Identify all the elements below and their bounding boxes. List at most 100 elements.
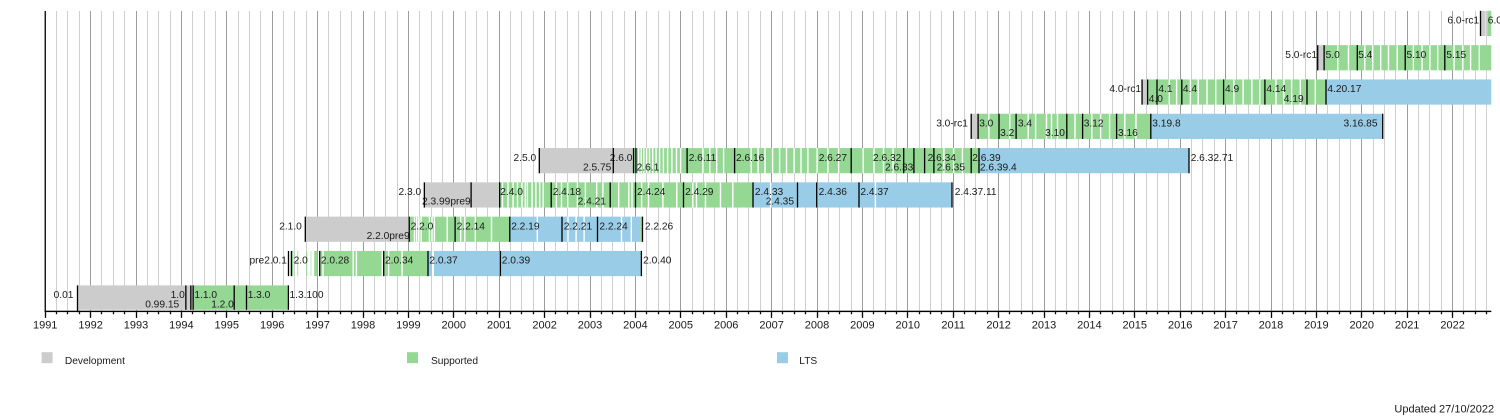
svg-text:6.0-rc1: 6.0-rc1 xyxy=(1447,16,1479,27)
svg-text:2003: 2003 xyxy=(578,319,602,331)
svg-text:6.0: 6.0 xyxy=(1488,16,1500,27)
svg-text:1992: 1992 xyxy=(78,319,102,331)
svg-text:Supported: Supported xyxy=(431,356,478,367)
svg-text:2.4.0: 2.4.0 xyxy=(500,187,523,198)
svg-text:2.6.0: 2.6.0 xyxy=(610,153,633,164)
svg-text:LTS: LTS xyxy=(799,356,817,367)
svg-text:2017: 2017 xyxy=(1213,319,1237,331)
svg-text:2.4.33: 2.4.33 xyxy=(755,187,784,198)
svg-text:1995: 1995 xyxy=(215,319,239,331)
svg-text:2021: 2021 xyxy=(1395,319,1419,331)
svg-text:1999: 1999 xyxy=(396,319,420,331)
svg-text:5.4: 5.4 xyxy=(1358,50,1372,61)
svg-text:1998: 1998 xyxy=(351,319,375,331)
svg-text:2.2.24: 2.2.24 xyxy=(599,221,628,232)
svg-text:2.3.0: 2.3.0 xyxy=(399,187,422,198)
svg-text:3.10: 3.10 xyxy=(1045,128,1065,139)
svg-text:2.4.21: 2.4.21 xyxy=(578,197,607,208)
svg-text:5.10: 5.10 xyxy=(1407,50,1427,61)
svg-text:2018: 2018 xyxy=(1259,319,1283,331)
svg-text:2022: 2022 xyxy=(1440,319,1464,331)
svg-text:1.2.0: 1.2.0 xyxy=(211,300,234,311)
svg-text:2014: 2014 xyxy=(1077,319,1101,331)
svg-text:2.6.39: 2.6.39 xyxy=(972,153,1001,164)
svg-text:5.0-rc1: 5.0-rc1 xyxy=(1285,50,1317,61)
svg-text:2.6.32: 2.6.32 xyxy=(873,153,902,164)
svg-text:2013: 2013 xyxy=(1032,319,1056,331)
svg-text:3.0-rc1: 3.0-rc1 xyxy=(936,118,968,129)
svg-text:3.19.8: 3.19.8 xyxy=(1152,118,1181,129)
svg-text:0.99.15: 0.99.15 xyxy=(145,300,179,311)
svg-text:5.15: 5.15 xyxy=(1446,50,1466,61)
svg-text:1.3.100: 1.3.100 xyxy=(290,290,324,301)
svg-text:2.4.35: 2.4.35 xyxy=(766,197,795,208)
svg-text:3.12: 3.12 xyxy=(1084,118,1104,129)
svg-text:2.2.26: 2.2.26 xyxy=(645,221,674,232)
svg-text:2008: 2008 xyxy=(805,319,829,331)
svg-text:0.01: 0.01 xyxy=(54,290,74,301)
svg-text:2000: 2000 xyxy=(442,319,466,331)
svg-text:2009: 2009 xyxy=(850,319,874,331)
svg-text:2.4.18: 2.4.18 xyxy=(553,187,582,198)
svg-text:2.2.14: 2.2.14 xyxy=(457,221,486,232)
svg-text:2019: 2019 xyxy=(1304,319,1328,331)
svg-text:4.14: 4.14 xyxy=(1266,84,1286,95)
svg-text:5.0: 5.0 xyxy=(1326,50,1340,61)
svg-text:2015: 2015 xyxy=(1123,319,1147,331)
svg-text:4.19: 4.19 xyxy=(1284,94,1304,105)
svg-text:2.0.37: 2.0.37 xyxy=(429,256,458,267)
svg-text:2.6.16: 2.6.16 xyxy=(736,153,765,164)
svg-text:3.16.85: 3.16.85 xyxy=(1344,118,1378,129)
svg-text:2.6.1: 2.6.1 xyxy=(637,162,660,173)
svg-text:1996: 1996 xyxy=(260,319,284,331)
svg-text:2.4.37.11: 2.4.37.11 xyxy=(955,187,997,198)
svg-text:4.20.17: 4.20.17 xyxy=(1327,84,1361,95)
svg-text:4.9: 4.9 xyxy=(1225,84,1239,95)
svg-text:2.0.34: 2.0.34 xyxy=(385,256,414,267)
svg-text:2.0: 2.0 xyxy=(294,256,308,267)
svg-text:2.3.99pre9: 2.3.99pre9 xyxy=(422,197,471,208)
svg-text:2.1.0: 2.1.0 xyxy=(279,221,302,232)
svg-text:2.4.29: 2.4.29 xyxy=(685,187,714,198)
svg-text:2001: 2001 xyxy=(487,319,511,331)
svg-text:2.6.39.4: 2.6.39.4 xyxy=(980,162,1017,173)
svg-text:2011: 2011 xyxy=(941,319,965,331)
svg-text:2.4.37: 2.4.37 xyxy=(860,187,889,198)
svg-text:2.6.34: 2.6.34 xyxy=(928,153,957,164)
svg-text:1.3.0: 1.3.0 xyxy=(248,290,271,301)
svg-text:1.1.0: 1.1.0 xyxy=(194,290,217,301)
svg-text:2.2.0pre9: 2.2.0pre9 xyxy=(367,231,410,242)
svg-text:Development: Development xyxy=(65,356,125,367)
svg-text:2.2.19: 2.2.19 xyxy=(511,221,540,232)
svg-text:2007: 2007 xyxy=(759,319,783,331)
svg-text:2002: 2002 xyxy=(532,319,556,331)
svg-text:3.4: 3.4 xyxy=(1018,118,1032,129)
svg-text:2012: 2012 xyxy=(986,319,1010,331)
svg-text:2.0.28: 2.0.28 xyxy=(321,256,350,267)
svg-text:3.0: 3.0 xyxy=(979,118,993,129)
svg-text:2.6.27: 2.6.27 xyxy=(819,153,848,164)
svg-text:2016: 2016 xyxy=(1168,319,1192,331)
svg-text:2.6.35: 2.6.35 xyxy=(937,162,966,173)
svg-text:2.5.0: 2.5.0 xyxy=(514,153,537,164)
svg-text:1993: 1993 xyxy=(124,319,148,331)
svg-text:4.0: 4.0 xyxy=(1149,94,1163,105)
svg-text:2.6.33: 2.6.33 xyxy=(885,162,914,173)
svg-text:Updated 27/10/2022: Updated 27/10/2022 xyxy=(1394,404,1494,416)
svg-text:pre2.0.1: pre2.0.1 xyxy=(250,256,288,267)
svg-text:1994: 1994 xyxy=(169,319,193,331)
svg-text:4.4: 4.4 xyxy=(1183,84,1197,95)
svg-text:2.4.36: 2.4.36 xyxy=(819,187,848,198)
svg-text:1997: 1997 xyxy=(305,319,329,331)
svg-text:2.2.0: 2.2.0 xyxy=(411,221,434,232)
svg-text:2.2.21: 2.2.21 xyxy=(564,221,593,232)
svg-text:1991: 1991 xyxy=(33,319,57,331)
svg-text:4.1: 4.1 xyxy=(1158,84,1172,95)
svg-text:3.16: 3.16 xyxy=(1118,128,1138,139)
svg-text:2020: 2020 xyxy=(1350,319,1374,331)
svg-text:2.0.40: 2.0.40 xyxy=(643,256,672,267)
svg-text:2.5.75: 2.5.75 xyxy=(583,162,612,173)
svg-text:2.0.39: 2.0.39 xyxy=(502,256,531,267)
svg-text:2010: 2010 xyxy=(896,319,920,331)
svg-text:4.0-rc1: 4.0-rc1 xyxy=(1109,84,1141,95)
